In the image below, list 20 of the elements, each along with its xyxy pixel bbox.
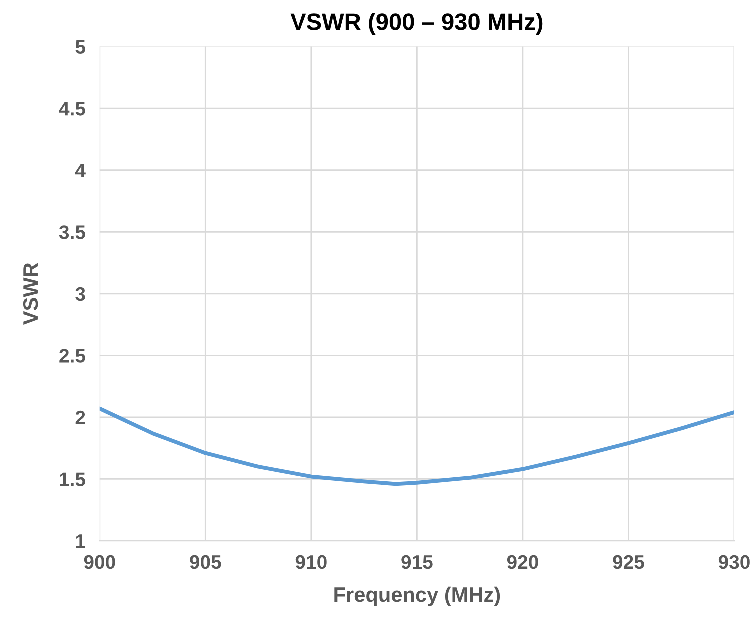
- y-tick-label: 1.5: [60, 472, 86, 486]
- x-tick-label: 925: [613, 555, 644, 570]
- y-tick-label: 2.5: [60, 349, 86, 363]
- y-tick-label: 4: [75, 164, 86, 178]
- chart-title: VSWR (900 – 930 MHz): [290, 13, 543, 36]
- y-tick-label: 2: [76, 410, 86, 424]
- x-tick-label: 910: [296, 555, 327, 570]
- y-tick-label: 4.5: [59, 102, 86, 116]
- line-series: [100, 406, 734, 486]
- x-tick-label: 915: [402, 555, 433, 570]
- y-axis-title: VSWR: [23, 263, 38, 326]
- x-tick-label: 930: [718, 555, 750, 570]
- y-tick-label: 5: [76, 40, 86, 54]
- y-tick-label: 3: [76, 287, 86, 302]
- x-tick-label: 905: [190, 555, 222, 570]
- x-tick-label: 900: [84, 555, 116, 570]
- x-tick-label: 920: [507, 555, 538, 570]
- y-tick-label: 1: [76, 534, 86, 548]
- y-tick-label: 3.5: [59, 226, 86, 240]
- x-axis-title: Frequency (MHz): [334, 586, 500, 606]
